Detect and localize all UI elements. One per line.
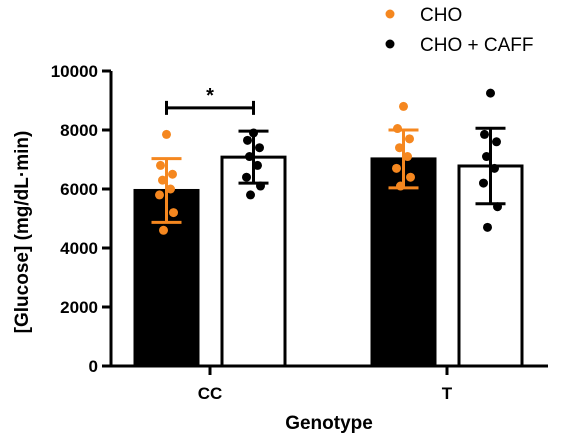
data-point <box>159 225 168 235</box>
y-tick-label: 8000 <box>60 121 98 140</box>
x-axis-title: Genotype <box>285 413 373 434</box>
legend-label: CHO <box>420 5 462 26</box>
legend-marker <box>385 39 395 49</box>
data-point <box>490 163 499 173</box>
data-point <box>255 143 264 153</box>
data-point <box>399 101 408 111</box>
legend: CHO CHO + CAFF <box>385 5 533 56</box>
data-point <box>253 160 262 170</box>
data-point <box>158 175 167 185</box>
data-point <box>406 172 415 182</box>
data-point <box>249 128 258 138</box>
data-point <box>396 181 405 191</box>
data-point <box>482 152 491 162</box>
y-tick-label: 10000 <box>51 62 98 81</box>
x-tick-label: CC <box>198 384 223 403</box>
legend-label: CHO + CAFF <box>420 35 533 56</box>
data-point <box>168 169 177 179</box>
data-point <box>483 222 492 232</box>
significance-star: * <box>206 85 214 107</box>
data-points <box>155 88 502 235</box>
data-point <box>243 135 252 145</box>
data-point <box>393 124 402 134</box>
data-point <box>155 190 164 200</box>
y-tick-label: 6000 <box>60 180 98 199</box>
bar <box>220 155 287 368</box>
data-point <box>392 163 401 173</box>
data-point <box>166 184 175 194</box>
data-point <box>245 152 254 162</box>
data-point <box>492 137 501 147</box>
error-bars <box>151 126 506 224</box>
data-point <box>242 172 251 182</box>
data-point <box>479 178 488 188</box>
data-point <box>156 160 165 170</box>
data-point <box>480 129 489 139</box>
y-tick-label: 0 <box>89 357 98 376</box>
data-point <box>395 143 404 153</box>
data-point <box>256 181 265 191</box>
x-tick-label: T <box>442 384 453 403</box>
y-axis-title: [Glucose] (mg/dL·min) <box>12 131 33 334</box>
bar <box>370 157 437 368</box>
data-point <box>162 129 171 139</box>
data-point <box>403 152 412 162</box>
legend-marker <box>385 9 395 19</box>
data-point <box>405 134 414 144</box>
y-tick-label: 4000 <box>60 239 98 258</box>
data-point <box>246 190 255 200</box>
bars <box>133 155 524 368</box>
data-point <box>169 208 178 218</box>
data-point <box>493 202 502 212</box>
data-point <box>486 88 495 98</box>
annotations: * <box>165 85 255 115</box>
y-tick-label: 2000 <box>60 298 98 317</box>
